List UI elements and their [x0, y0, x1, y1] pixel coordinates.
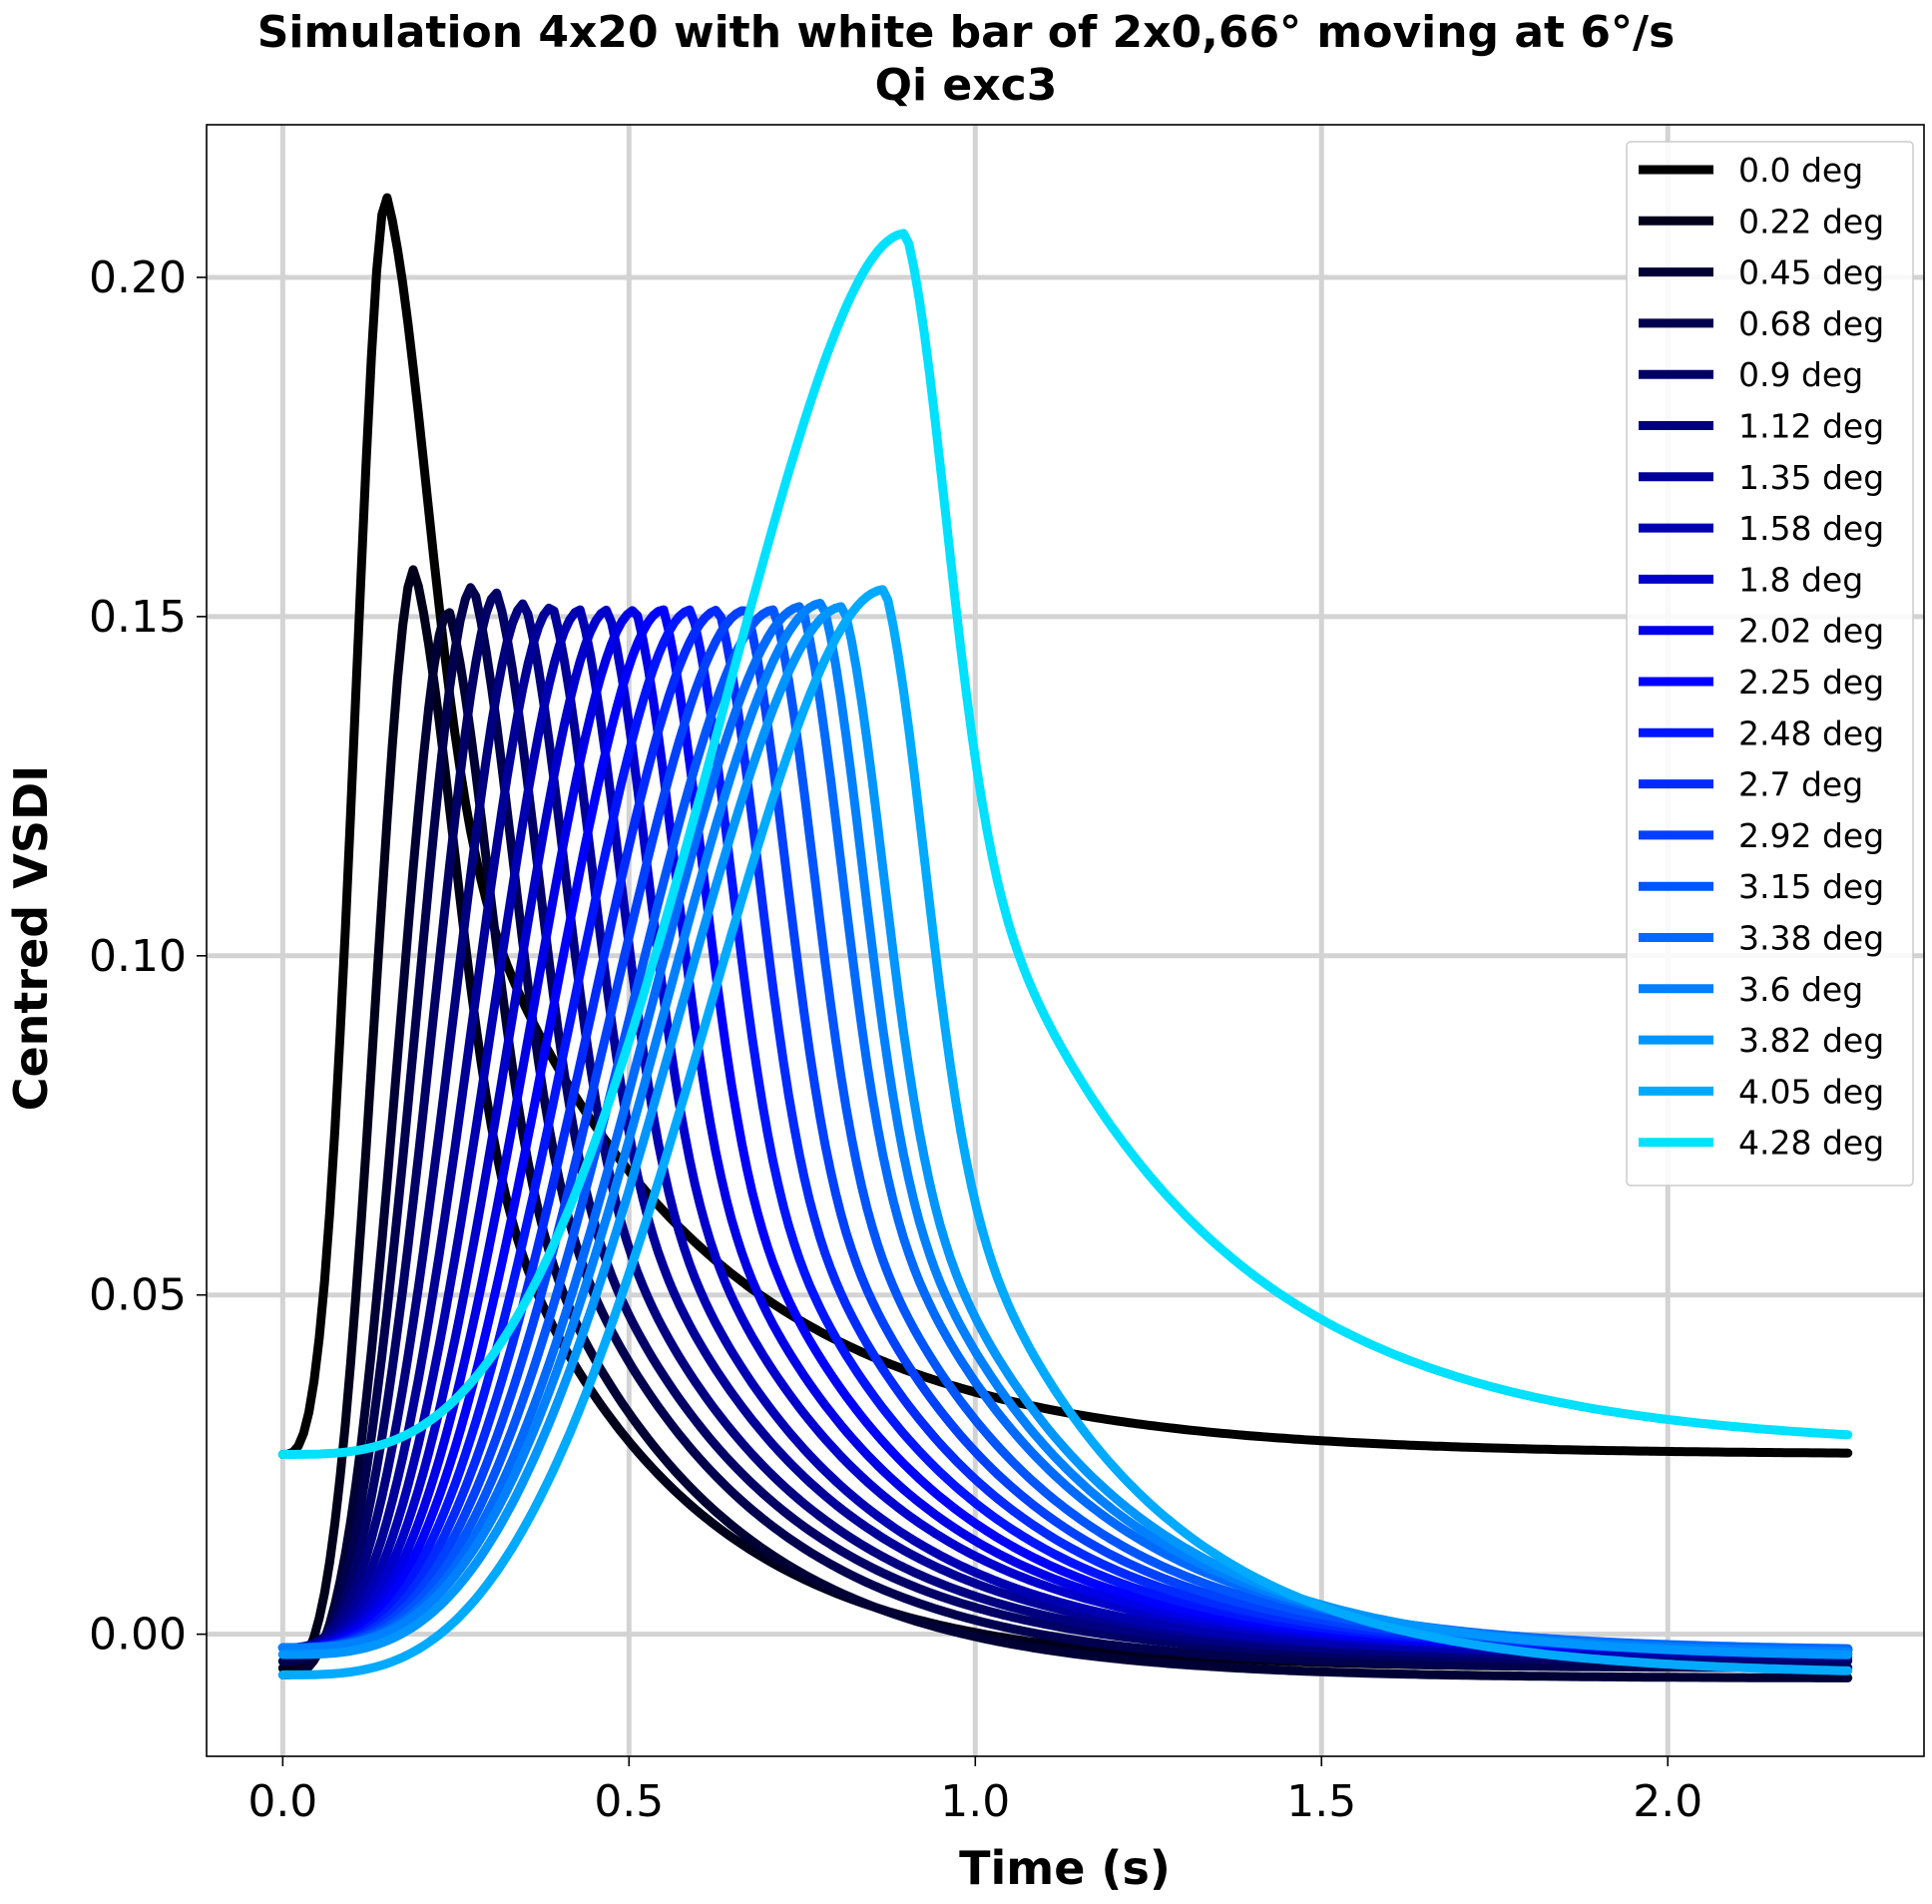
- x-tick-label: 1.5: [1286, 1776, 1356, 1827]
- legend-label: 1.12 deg: [1738, 407, 1884, 446]
- x-tick-label: 2.0: [1633, 1776, 1702, 1827]
- y-tick-label: 0.00: [89, 1610, 187, 1661]
- y-tick-label: 0.05: [89, 1270, 187, 1321]
- x-axis-label: Time (s): [959, 1841, 1171, 1895]
- legend-box: [1626, 141, 1914, 1187]
- legend-label: 3.6 deg: [1738, 970, 1863, 1009]
- chart-subtitle: Qi exc3: [875, 60, 1058, 111]
- legend-label: 1.58 deg: [1738, 509, 1884, 548]
- legend-label: 1.35 deg: [1738, 458, 1884, 497]
- legend-label: 3.15 deg: [1738, 867, 1884, 906]
- legend-label: 2.25 deg: [1738, 663, 1884, 702]
- series-line: [277, 229, 1853, 1459]
- legend-label: 2.48 deg: [1738, 714, 1884, 752]
- legend-label: 4.05 deg: [1738, 1072, 1884, 1111]
- legend-label: 0.22 deg: [1738, 202, 1884, 240]
- y-axis-label: Centred VSDI: [4, 765, 58, 1112]
- legend-label: 3.82 deg: [1738, 1021, 1884, 1060]
- legend: 0.0 deg 0.22 deg 0.45 deg 0.68 deg 0.9 deg 1.…: [1626, 141, 1914, 1187]
- series-lines: [277, 193, 1853, 1682]
- x-tick-label: 0.0: [247, 1776, 317, 1827]
- legend-label: 0.0 deg: [1738, 151, 1863, 190]
- legend-label: 0.45 deg: [1738, 253, 1884, 292]
- series-line: [277, 608, 1853, 1682]
- legend-label: 2.92 deg: [1738, 816, 1884, 855]
- y-tick-labels: 0.00 0.05 0.10 0.15 0.20: [89, 252, 207, 1661]
- plot-frame: [206, 124, 1925, 1757]
- legend-label: 4.28 deg: [1738, 1124, 1884, 1163]
- y-tick-label: 0.15: [89, 592, 187, 643]
- x-tick-labels: 0.0 0.5 1.0 1.5 2.0: [247, 1756, 1702, 1827]
- y-tick-label: 0.20: [89, 252, 187, 303]
- legend-label: 2.02 deg: [1738, 612, 1884, 651]
- y-tick-label: 0.10: [89, 931, 187, 982]
- series-line: [277, 583, 1853, 1672]
- x-tick-label: 1.0: [940, 1776, 1010, 1827]
- legend-label: 2.7 deg: [1738, 765, 1863, 804]
- legend-label: 3.38 deg: [1738, 919, 1884, 958]
- series-line: [277, 585, 1853, 1679]
- legend-label: 0.9 deg: [1738, 355, 1863, 394]
- chart-title: Simulation 4x20 with white bar of 2x0,66…: [257, 7, 1676, 58]
- series-line: [277, 602, 1853, 1660]
- legend-label: 0.68 deg: [1738, 304, 1884, 343]
- legend-label: 1.8 deg: [1738, 560, 1863, 599]
- x-tick-label: 0.5: [594, 1776, 664, 1827]
